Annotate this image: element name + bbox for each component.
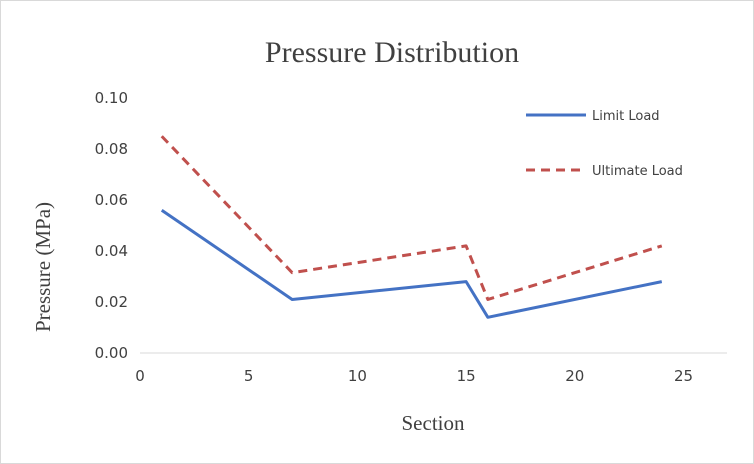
x-axis-title: Section (402, 411, 465, 435)
x-tick-label: 0 (135, 367, 145, 385)
x-tick-label: 10 (348, 367, 367, 385)
y-tick-label: 0.00 (95, 344, 128, 362)
legend-label: Limit Load (592, 109, 660, 124)
x-tick-label: 25 (674, 367, 693, 385)
legend-label: Ultimate Load (592, 164, 683, 179)
axis-ticks: 0 5 10 15 20 25 0.00 0.02 0.04 0.06 0.08 0.10 (95, 89, 693, 385)
y-tick-label: 0.04 (95, 242, 128, 260)
chart-title: Pressure Distribution (265, 36, 519, 69)
y-tick-label: 0.08 (95, 140, 128, 158)
series-line (160, 135, 663, 301)
y-tick-label: 0.02 (95, 293, 128, 311)
x-tick-label: 5 (244, 367, 254, 385)
legend: Limit Load Ultimate Load (526, 109, 683, 179)
x-tick-label: 20 (565, 367, 584, 385)
series-line (160, 208, 663, 319)
y-tick-label: 0.10 (95, 89, 128, 107)
y-axis-title: Pressure (MPa) (31, 202, 55, 332)
y-tick-label: 0.06 (95, 191, 128, 209)
series-lines (160, 135, 663, 319)
x-tick-label: 15 (457, 367, 476, 385)
